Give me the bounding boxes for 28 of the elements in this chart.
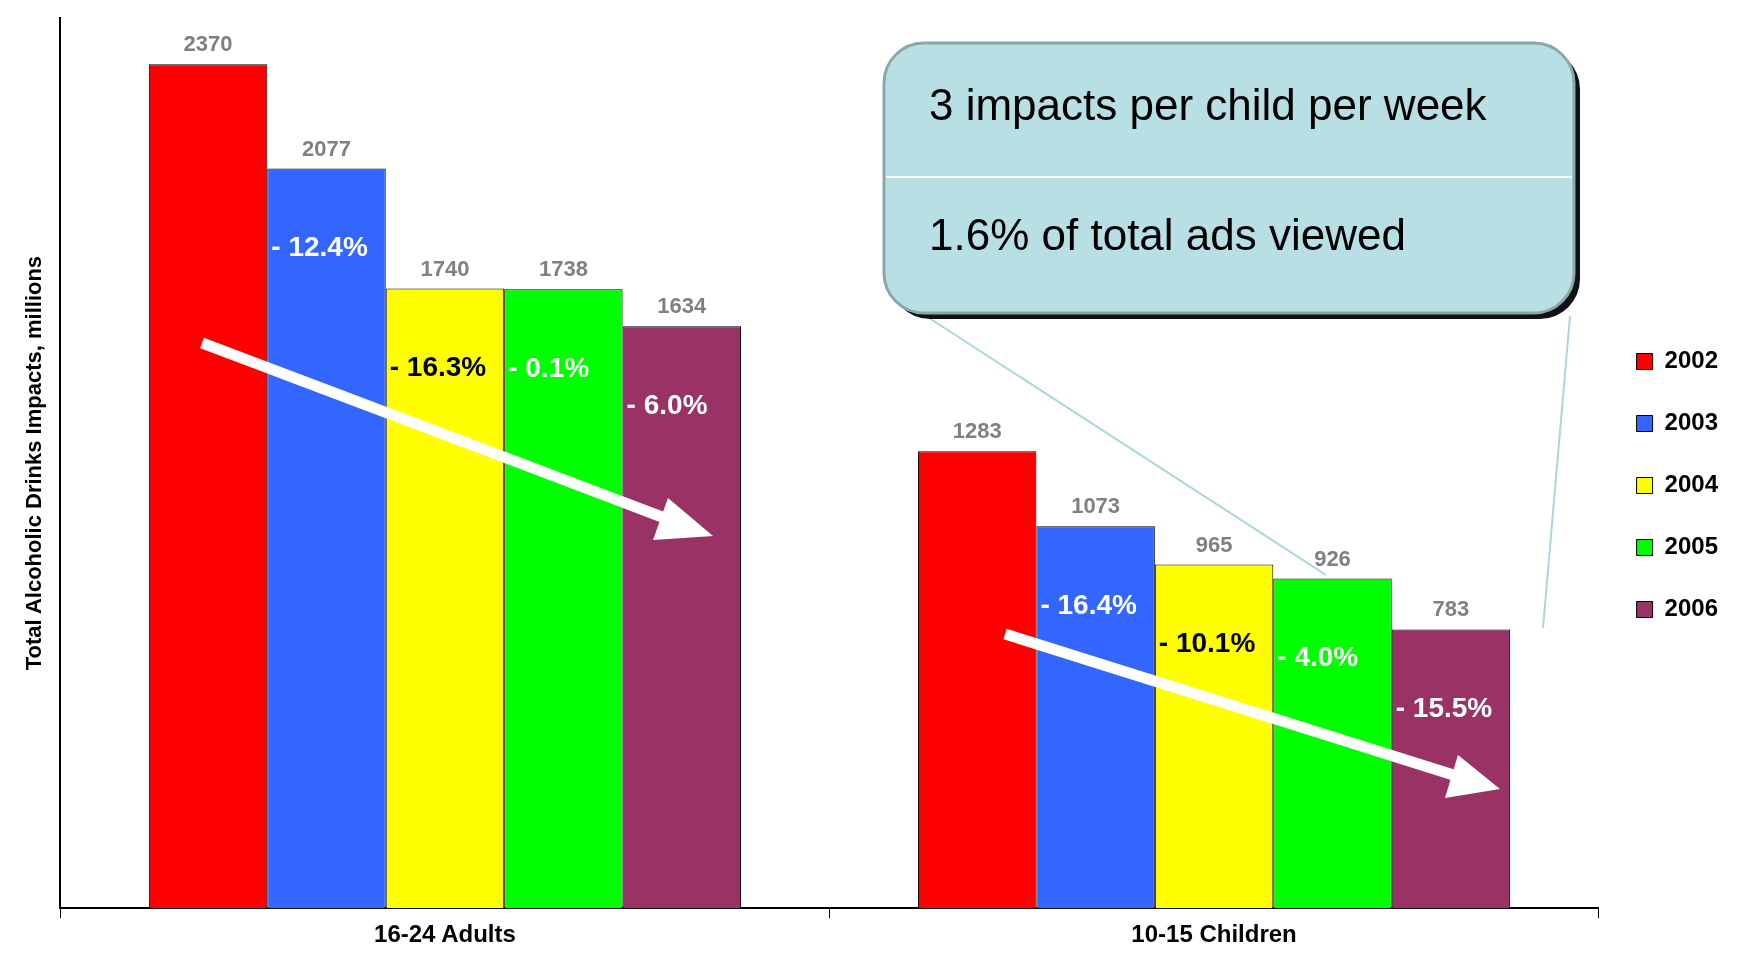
legend-label: 2006 bbox=[1664, 594, 1718, 622]
annotation: 3 impacts per child per week bbox=[929, 79, 1488, 129]
legend-label: 2004 bbox=[1664, 470, 1719, 498]
data-label: 965 bbox=[1195, 531, 1233, 557]
data-label: 926 bbox=[1314, 545, 1351, 571]
legend-label: 2002 bbox=[1664, 346, 1718, 374]
data-label: 2370 bbox=[183, 31, 233, 57]
x-tick-label: 10-15 Children bbox=[1131, 920, 1297, 948]
annotation: - 16.4% bbox=[1040, 588, 1137, 620]
annotation: - 0.1% bbox=[508, 352, 590, 384]
data-label: 1073 bbox=[1071, 493, 1121, 519]
legend-label: 2005 bbox=[1664, 532, 1718, 560]
data-label: 1740 bbox=[420, 255, 470, 281]
data-label: 1634 bbox=[657, 293, 708, 319]
y-axis-title: Total Alcoholic Drinks Impacts, millions bbox=[21, 255, 47, 671]
annotation: - 16.3% bbox=[389, 351, 487, 383]
data-label: 2077 bbox=[302, 135, 351, 161]
legend-label: 2003 bbox=[1664, 408, 1718, 436]
data-label: 1738 bbox=[538, 256, 588, 282]
annotation: - 6.0% bbox=[626, 389, 708, 421]
annotation: - 12.4% bbox=[271, 231, 368, 263]
annotation: - 10.1% bbox=[1158, 627, 1256, 659]
x-tick-label: 16-24 Adults bbox=[374, 920, 516, 948]
data-label: 1283 bbox=[952, 418, 1002, 444]
data-label: 783 bbox=[1432, 596, 1470, 622]
annotation: - 4.0% bbox=[1277, 641, 1359, 673]
annotation: 1.6% of total ads viewed bbox=[929, 209, 1406, 259]
annotation: - 15.5% bbox=[1395, 692, 1493, 724]
